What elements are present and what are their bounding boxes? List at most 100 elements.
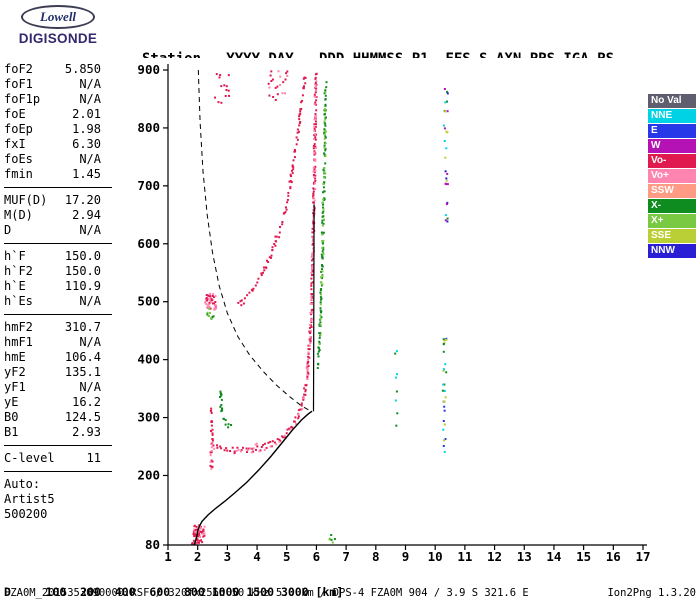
y-tick-label: 80 (145, 537, 160, 552)
param-row-fxi: fxI 6.30 (4, 137, 114, 152)
distance-row: D 100 200 400 600 800 1000 1500 3000 [km… (4, 585, 344, 599)
x-tick-label: 13 (517, 549, 532, 564)
param-row-md: M(D) 2.94 (4, 208, 114, 223)
param-row-b1: B1 2.93 (4, 425, 114, 440)
param-value: N/A (79, 223, 101, 237)
param-value: N/A (79, 335, 101, 349)
legend-item-vo+: Vo+ (648, 169, 696, 183)
y-tick-label: 900 (137, 62, 160, 77)
param-row-yf1: yF1 N/A (4, 380, 114, 395)
param-row-hmf1: hmF1 N/A (4, 335, 114, 350)
param-label: D (4, 223, 12, 237)
legend-item-vo-: Vo- (648, 154, 696, 168)
param-label: fxI (4, 137, 26, 151)
param-footer-line: 500200 (4, 507, 48, 521)
status-file-info: FZA0M_2015353090000.RSF / 320fx256h 50 k… (4, 587, 529, 599)
param-value: 150.0 (64, 249, 101, 263)
param-row-yf2: yF2 135.1 (4, 365, 114, 380)
param-label: h`F (4, 249, 26, 263)
param-separator (4, 471, 114, 472)
param-value: N/A (79, 92, 101, 106)
x-tick-label: 12 (487, 549, 502, 564)
x-tick-label: 14 (546, 549, 561, 564)
x-tick-label: 5 (283, 549, 291, 564)
param-value: 2.01 (72, 107, 101, 121)
y-tick-label: 300 (137, 410, 160, 425)
y-tick-label: 400 (137, 352, 160, 367)
param-value: 124.5 (64, 410, 101, 424)
param-row-foes: foEs N/A (4, 152, 114, 167)
y-tick-label: 500 (137, 294, 160, 309)
param-row-hme: hmE 106.4 (4, 350, 114, 365)
param-label: h`Es (4, 294, 33, 308)
param-value: N/A (79, 380, 101, 394)
param-value: 135.1 (64, 365, 101, 379)
status-version: Ion2Png 1.3.20 (607, 587, 696, 599)
y-tick-label: 700 (137, 178, 160, 193)
legend-item-nnw: NNW (648, 244, 696, 258)
param-value: 2.93 (72, 425, 101, 439)
param-footer-line: Auto: (4, 477, 41, 491)
x-tick-label: 4 (253, 549, 261, 564)
param-footer-line: Artist5 (4, 492, 55, 506)
param-row-hf: h`F 150.0 (4, 249, 114, 264)
legend-item-nne: NNE (648, 109, 696, 123)
logo-digisonde-text: DIGISONDE (18, 31, 98, 46)
param-row-fmin: fmin 1.45 (4, 167, 114, 182)
param-label: foEp (4, 122, 33, 136)
logo-lowell-text: Lowell (39, 9, 77, 24)
legend-item-x+: X+ (648, 214, 696, 228)
param-row-foe: foE 2.01 (4, 107, 114, 122)
param-row-b0: B0 124.5 (4, 410, 114, 425)
param-label: foEs (4, 152, 33, 166)
param-label: yF1 (4, 380, 26, 394)
x-tick-label: 6 (313, 549, 321, 564)
y-tick-label: 600 (137, 236, 160, 251)
param-row-fof2: foF2 5.850 (4, 62, 114, 77)
param-label: h`F2 (4, 264, 33, 278)
x-tick-label: 7 (342, 549, 350, 564)
x-tick-label: 9 (402, 549, 410, 564)
param-value: 1.45 (72, 167, 101, 181)
param-row-he: h`E 110.9 (4, 279, 114, 294)
param-row-hes: h`Es N/A (4, 294, 114, 309)
param-value: 1.98 (72, 122, 101, 136)
axis-lines (167, 64, 647, 546)
legend-item-e: E (648, 124, 696, 138)
param-separator (4, 314, 114, 315)
param-label: MUF(D) (4, 193, 48, 207)
param-row-mufd: MUF(D) 17.20 (4, 193, 114, 208)
param-label: hmF2 (4, 320, 33, 334)
x-tick-label: 2 (194, 549, 202, 564)
param-label: M(D) (4, 208, 33, 222)
x-tick-label: 17 (635, 549, 650, 564)
electron-density-profile (193, 410, 313, 546)
param-value: 2.94 (72, 208, 101, 222)
x-tick-label: 15 (576, 549, 591, 564)
param-label: C-level (4, 451, 55, 465)
param-row-clevel: C-level 11 (4, 451, 114, 466)
x-tick-label: 10 (428, 549, 443, 564)
param-value: N/A (79, 294, 101, 308)
y-tick-label: 800 (137, 120, 160, 135)
param-label: foF1p (4, 92, 41, 106)
param-value: 110.9 (64, 279, 101, 293)
param-row-d: D N/A (4, 223, 114, 238)
muf-transmission-curve (197, 69, 313, 413)
muf-distance-table: D 100 200 400 600 800 1000 1500 3000 [km… (4, 560, 350, 600)
x-tick-label: 16 (606, 549, 621, 564)
lowell-digisonde-logo: Lowell DIGISONDE (8, 5, 108, 46)
param-row-hf2: h`F2 150.0 (4, 264, 114, 279)
legend-item-no-val: No Val (648, 94, 696, 108)
y-tick-label: 200 (137, 467, 160, 482)
param-value: 17.20 (64, 193, 101, 207)
param-label: foF1 (4, 77, 33, 91)
param-row-hmf2: hmF2 310.7 (4, 320, 114, 335)
param-value: 5.850 (64, 62, 101, 76)
x-tick-label: 8 (372, 549, 380, 564)
param-value: N/A (79, 77, 101, 91)
param-value: 106.4 (64, 350, 101, 364)
param-value: 16.2 (72, 395, 101, 409)
lowell-logo-oval: Lowell (21, 5, 95, 29)
legend-item-w: W (648, 139, 696, 153)
